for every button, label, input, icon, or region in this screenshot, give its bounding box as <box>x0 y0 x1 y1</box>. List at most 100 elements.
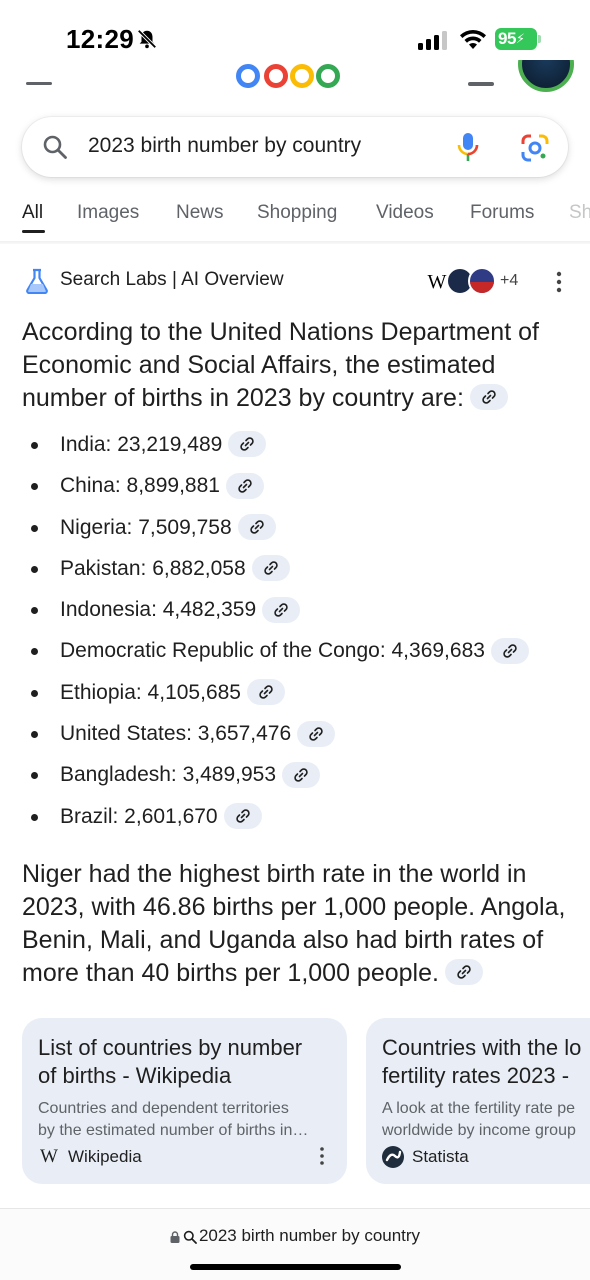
citation-link-button[interactable] <box>228 431 267 458</box>
link-icon <box>309 726 323 741</box>
wifi-icon <box>460 29 486 49</box>
list-item: Ethiopia: 4,105,685 <box>0 672 590 713</box>
citation-link-button[interactable] <box>237 514 276 541</box>
card-title-line2: fertility rates 2023 - <box>382 1063 570 1088</box>
microphone-icon[interactable] <box>456 131 480 163</box>
list-item: Democratic Republic of the Congo: 4,369,… <box>0 630 590 671</box>
source-card[interactable]: Countries with the lo fertility rates 20… <box>366 1018 590 1184</box>
bullet-dot <box>31 483 38 491</box>
battery-level: 95 <box>498 29 516 48</box>
menu-icon[interactable] <box>26 82 52 85</box>
card-desc-line1: Countries and dependent territories <box>38 1100 289 1117</box>
bullet-dot <box>31 772 38 780</box>
address-display[interactable]: 2023 birth number by country <box>0 1226 590 1246</box>
avatar[interactable] <box>518 60 574 92</box>
citation-link-button[interactable] <box>246 679 285 706</box>
tab-shorts[interactable]: Sh <box>569 202 590 223</box>
more-sources-count: +4 <box>500 272 519 289</box>
citation-link-button[interactable] <box>262 596 301 623</box>
link-icon <box>503 644 517 658</box>
list-item: Bangladesh: 3,489,953 <box>0 754 590 795</box>
card-source: Statista <box>382 1146 469 1168</box>
wikipedia-icon: W <box>40 1146 58 1167</box>
link-icon <box>294 768 308 782</box>
browser-address-bar[interactable]: 2023 birth number by country <box>0 1208 590 1280</box>
statista-icon <box>382 1146 404 1168</box>
citation-link-button[interactable] <box>469 384 508 411</box>
list-item-text: China: 8,899,881 <box>60 474 220 498</box>
tab-news[interactable]: News <box>176 202 224 223</box>
more-options-icon[interactable] <box>319 1146 325 1166</box>
list-item-text: Ethiopia: 4,105,685 <box>60 680 241 704</box>
signal-icon <box>418 31 447 50</box>
card-source: W Wikipedia <box>38 1146 142 1168</box>
tab-forums[interactable]: Forums <box>470 202 535 223</box>
link-icon <box>259 685 273 699</box>
list-item-text: India: 23,219,489 <box>60 433 223 456</box>
tab-shopping[interactable]: Shopping <box>257 202 338 223</box>
citation-link-button[interactable] <box>225 472 264 499</box>
divider <box>0 241 590 244</box>
link-icon <box>482 390 496 405</box>
google-lens-icon[interactable] <box>520 133 550 163</box>
search-bar[interactable]: 2023 birth number by country <box>22 117 568 177</box>
list-item-text: United States: 3,657,476 <box>60 722 292 746</box>
bullet-dot <box>31 689 38 697</box>
card-title-line2: of births - Wikipedia <box>38 1063 232 1088</box>
bullet-dot <box>31 524 38 532</box>
source-cards-carousel: List of countries by number of births - … <box>0 1018 590 1186</box>
search-input[interactable]: 2023 birth number by country <box>88 134 362 157</box>
world-data-favicon <box>468 267 496 295</box>
births-list: India: 23,219,489 China: 8,899,881 Niger… <box>0 424 590 837</box>
card-desc-line2: by the estimated number of births in… <box>38 1122 309 1139</box>
citation-link-button[interactable] <box>223 803 262 830</box>
labs-icon[interactable] <box>468 82 494 86</box>
list-item-text: Bangladesh: 3,489,953 <box>60 763 277 787</box>
search-tabs: All Images News Shopping Videos Forums S… <box>0 198 590 242</box>
card-desc-line2: worldwide by income group <box>382 1122 576 1139</box>
bullet-dot <box>31 731 38 739</box>
card-title-line1: List of countries by number <box>38 1035 303 1060</box>
card-desc-line1: A look at the fertility rate pe <box>382 1100 575 1117</box>
citation-link-button[interactable] <box>297 720 336 747</box>
list-item-text: Brazil: 2,601,670 <box>60 804 218 828</box>
bell-muted-icon <box>137 29 157 49</box>
bullet-dot <box>31 607 38 615</box>
card-source-name: Statista <box>412 1147 469 1166</box>
more-options-icon[interactable] <box>554 270 564 294</box>
address-text: 2023 birth number by country <box>198 1226 421 1245</box>
intro-text: According to the United Nations Departme… <box>22 318 539 412</box>
link-icon <box>240 437 255 452</box>
list-item: Pakistan: 6,882,058 <box>0 548 590 589</box>
google-header <box>0 60 590 100</box>
list-item: United States: 3,657,476 <box>0 713 590 754</box>
battery-indicator: 95 ⚡ <box>495 28 541 50</box>
google-logo[interactable] <box>232 60 358 94</box>
card-title-line1: Countries with the lo <box>382 1035 582 1060</box>
tab-images[interactable]: Images <box>77 202 140 223</box>
search-icon <box>43 135 67 159</box>
bullet-dot <box>31 813 38 821</box>
ai-overview-paragraph: Niger had the highest birth rate in the … <box>22 858 578 990</box>
search-icon <box>183 1230 197 1244</box>
status-bar: 12:29 95 ⚡ <box>0 0 590 80</box>
link-icon <box>249 520 264 534</box>
citation-link-button[interactable] <box>251 555 290 582</box>
citation-link-button[interactable] <box>282 761 321 788</box>
citation-link-button[interactable] <box>444 959 483 986</box>
list-item: China: 8,899,881 <box>0 465 590 506</box>
link-icon <box>274 602 288 617</box>
list-item-text: Democratic Republic of the Congo: 4,369,… <box>60 639 485 663</box>
citation-link-button[interactable] <box>490 637 529 664</box>
tab-videos[interactable]: Videos <box>376 202 434 223</box>
bullet-dot <box>31 648 38 656</box>
ai-overview-header: Search Labs | AI Overview W +4 <box>0 262 590 302</box>
home-indicator[interactable] <box>190 1264 401 1270</box>
bullet-dot <box>31 565 38 573</box>
link-icon <box>238 479 252 493</box>
list-item: India: 23,219,489 <box>0 424 590 465</box>
tab-all[interactable]: All <box>22 202 44 223</box>
list-item: Indonesia: 4,482,359 <box>0 589 590 630</box>
wikipedia-favicon: W <box>424 269 450 295</box>
source-card[interactable]: List of countries by number of births - … <box>22 1018 347 1184</box>
